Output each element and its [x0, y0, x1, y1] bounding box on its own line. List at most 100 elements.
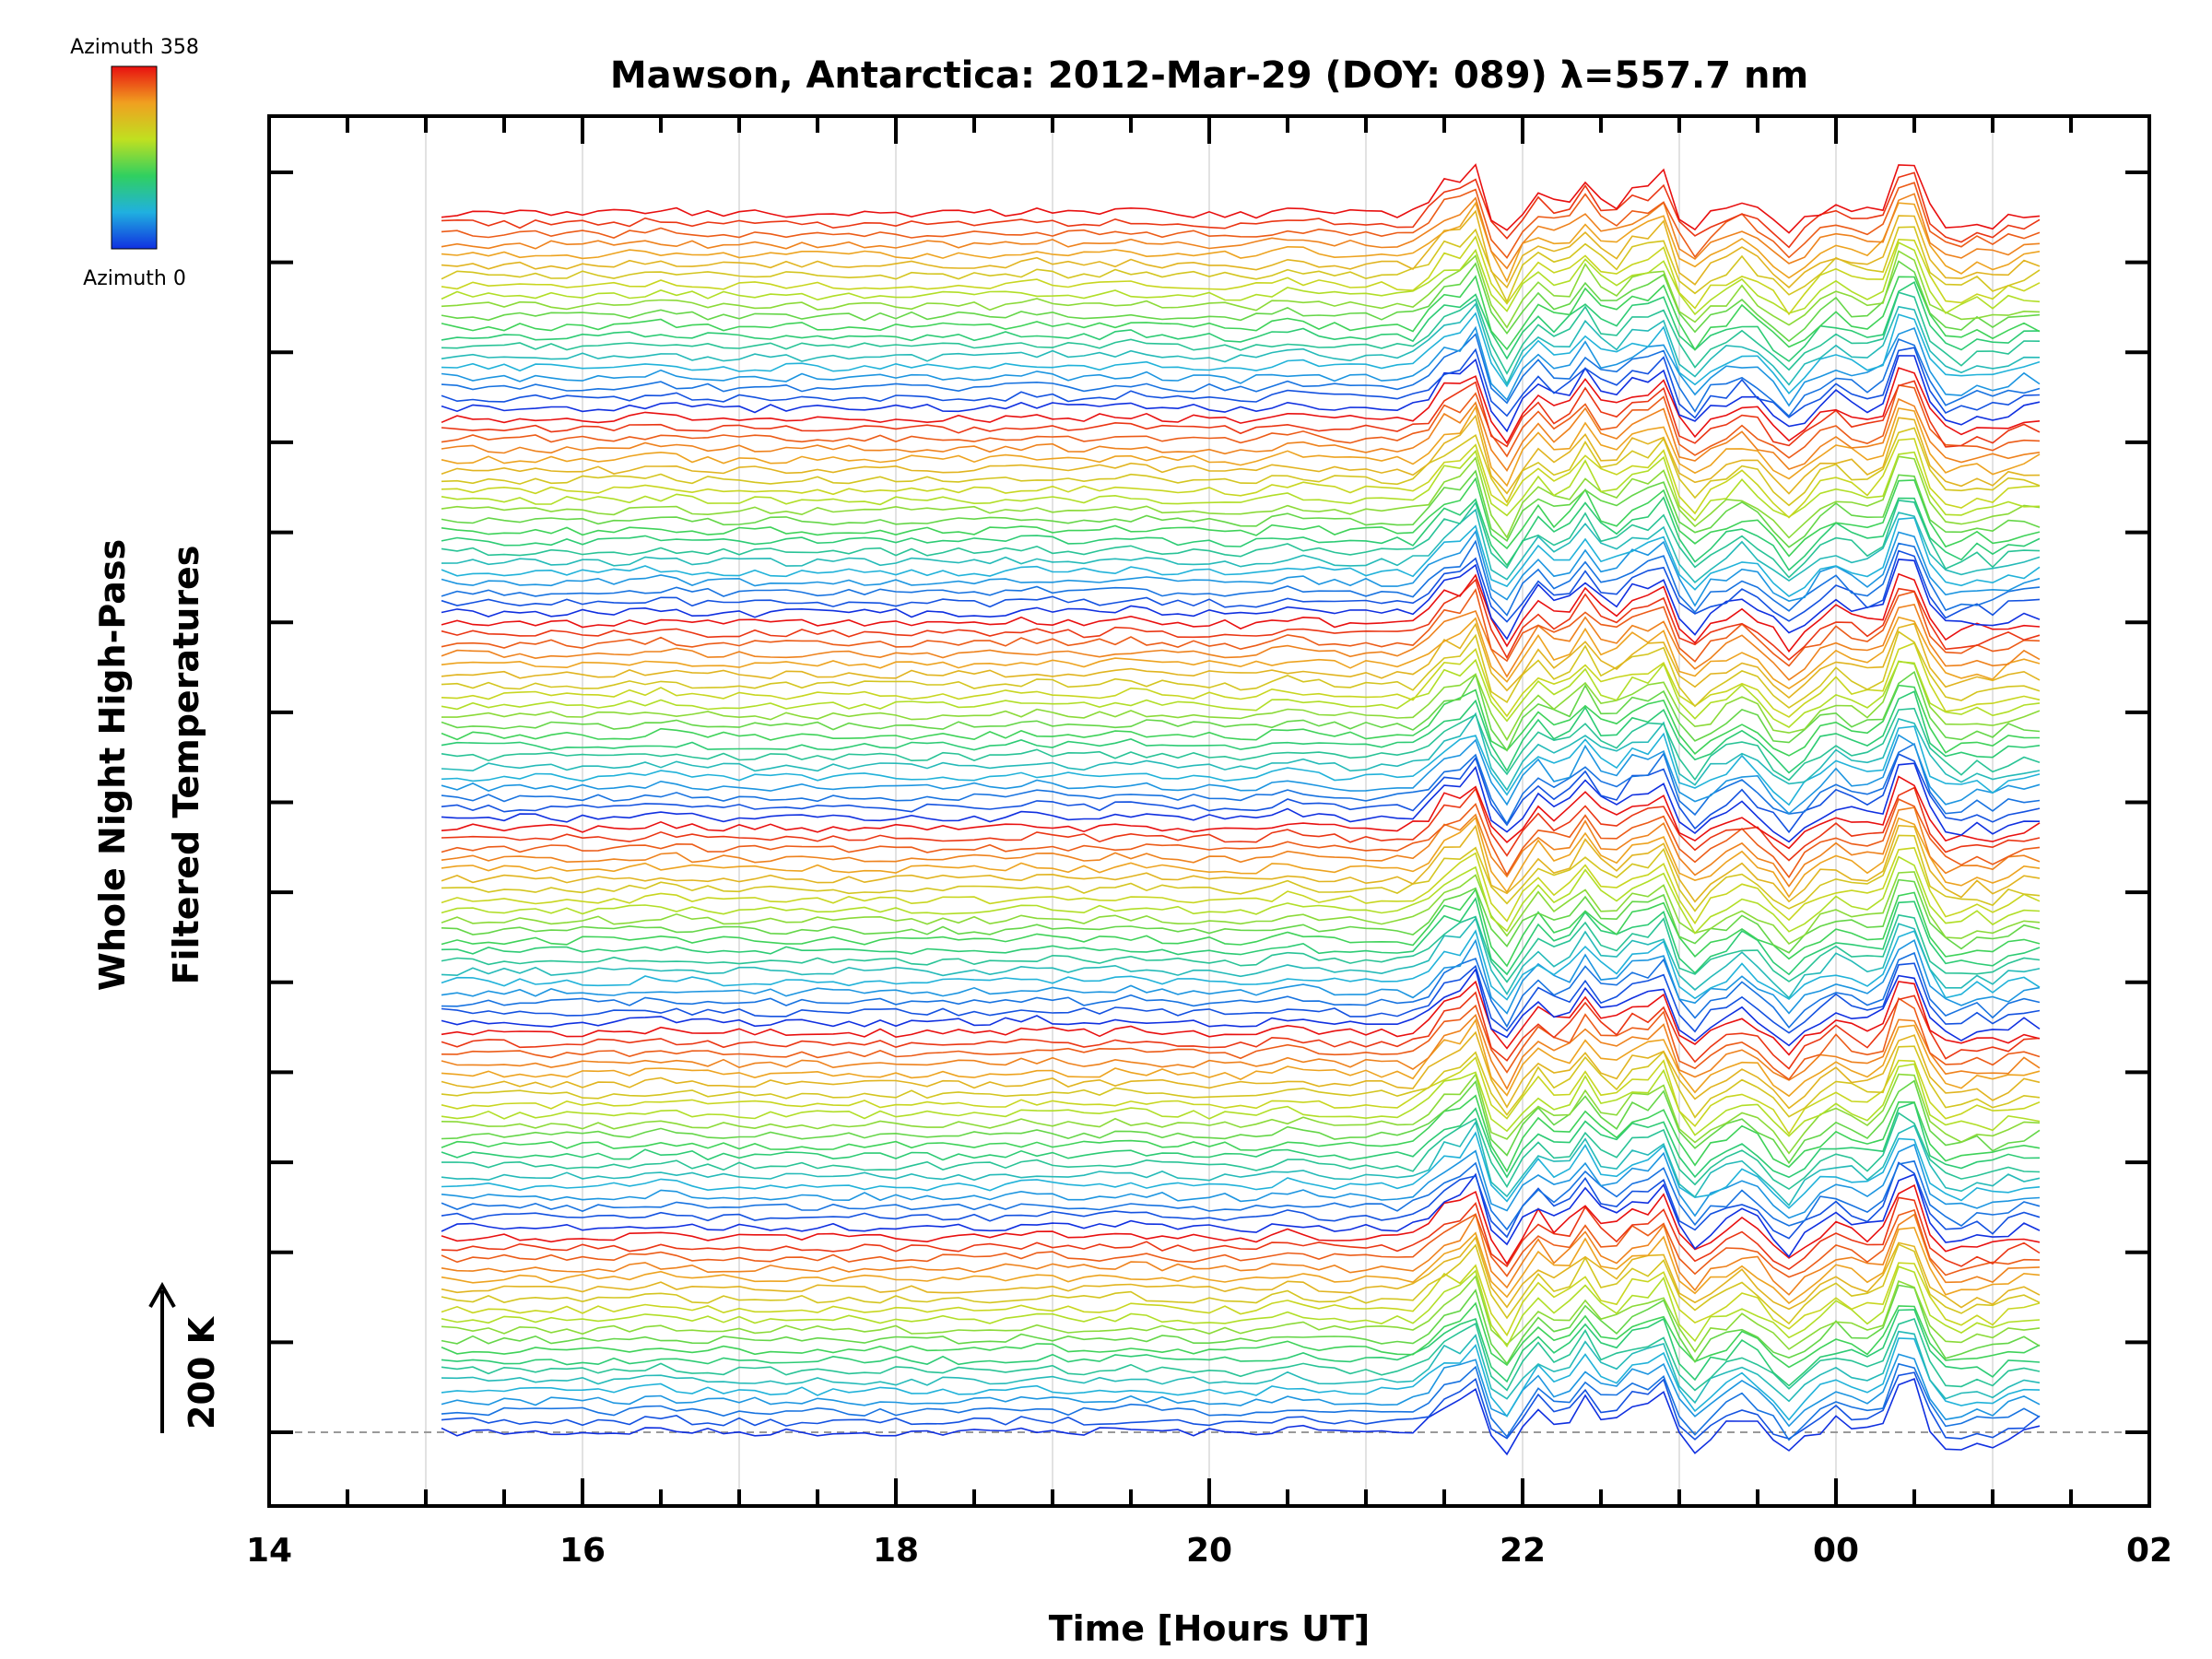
trace-line [441, 1159, 2041, 1231]
trace-line [441, 630, 2041, 709]
trace-line [441, 508, 2041, 584]
trace-line [441, 380, 2041, 448]
trace-line [441, 962, 2041, 1034]
x-tick-label: 20 [1186, 1532, 1232, 1570]
trace-line [441, 712, 2041, 792]
trace-line [441, 1172, 2041, 1258]
trace-line [441, 578, 2041, 661]
trace-line [441, 951, 2041, 1030]
trace-line [441, 1143, 2041, 1219]
trace-line [441, 355, 2041, 433]
trace-line [441, 1131, 2041, 1209]
x-tick-label: 22 [1500, 1532, 1546, 1570]
trace-line [441, 871, 2041, 946]
trace-line [441, 742, 2041, 826]
trace-line [441, 1063, 2041, 1137]
trace-line [441, 397, 2041, 472]
trace-line [441, 1275, 2041, 1353]
trace-line [441, 1243, 2041, 1325]
trace-line [441, 171, 2041, 249]
trace-line [441, 996, 2041, 1081]
trace-line [441, 707, 2041, 782]
trace-line [441, 929, 2041, 1001]
trace-line [441, 1161, 2041, 1240]
trace-line [441, 1371, 2041, 1441]
trace-line [441, 641, 2041, 718]
trace-line [441, 658, 2041, 728]
trace-line [441, 449, 2041, 522]
trace-line [441, 347, 2041, 419]
trace-line [441, 1309, 2041, 1387]
trace-line [441, 622, 2041, 700]
colorbar-legend: Azimuth 358 Azimuth 0 [70, 36, 199, 290]
trace-line [441, 913, 2041, 983]
x-ticks: 14 16 18 20 22 00 02 [246, 116, 2172, 1570]
trace-line [441, 991, 2041, 1070]
trace-line [441, 762, 2041, 843]
trace-line [441, 312, 2041, 395]
trace-line [441, 1330, 2041, 1405]
trace-line [441, 878, 2041, 954]
trace-line [441, 1072, 2041, 1155]
trace-line [441, 529, 2041, 607]
trace-line [441, 1262, 2041, 1337]
trace-line [441, 477, 2041, 558]
trace-line [441, 1120, 2041, 1206]
scale-bar-arrowhead [148, 1281, 176, 1308]
trace-line [441, 684, 2041, 757]
trace-line [441, 1013, 2041, 1091]
trace-line [441, 816, 2041, 899]
x-axis-title: Time [Hours UT] [1049, 1608, 1371, 1649]
trace-line [441, 281, 2041, 362]
trace-line [441, 1112, 2041, 1191]
trace-line [441, 798, 2041, 879]
trace-line [441, 333, 2041, 418]
trace-line [441, 1337, 2041, 1421]
trace-line [441, 967, 2041, 1047]
trace-line [441, 1183, 2041, 1265]
trace-line [441, 1045, 2041, 1119]
scale-bar: 200 K [148, 1281, 222, 1433]
trace-line [441, 275, 2041, 351]
trace-line [441, 660, 2041, 742]
trace-line [441, 1227, 2041, 1304]
trace-line [441, 572, 2041, 653]
trace-line [441, 235, 2041, 316]
trace-line [441, 806, 2041, 888]
trace-line [441, 1353, 2041, 1428]
trace-line [441, 201, 2041, 283]
trace-line [441, 1284, 2041, 1365]
trace-line [441, 734, 2041, 815]
trace-line [441, 855, 2041, 935]
trace-line [441, 1094, 2041, 1173]
trace-line [441, 1208, 2041, 1278]
trace-line [441, 1265, 2041, 1348]
trace-line [441, 469, 2041, 548]
trace-line [441, 250, 2041, 329]
trace-line [441, 1196, 2041, 1271]
trace-line [441, 1301, 2041, 1369]
trace-line [441, 1317, 2041, 1392]
trace-line [441, 182, 2041, 260]
trace-line [441, 847, 2041, 925]
y-ticks [269, 171, 2149, 1434]
trace-line [441, 325, 2041, 407]
trace-line [441, 938, 2041, 1015]
trace-line [441, 1212, 2041, 1296]
trace-line [441, 1101, 2041, 1179]
trace-line [441, 616, 2041, 690]
trace-line [441, 725, 2041, 806]
trace-line [441, 549, 2041, 623]
y-axis-title-line2: Filtered Temperatures [166, 546, 206, 985]
trace-line [441, 834, 2041, 912]
colorbar-top-label: Azimuth 358 [70, 36, 199, 59]
trace-line [441, 383, 2041, 459]
trace-line [441, 260, 2041, 343]
trace-line [441, 824, 2041, 903]
trace-line [441, 753, 2041, 834]
trace-line [441, 438, 2041, 519]
trace-line [441, 587, 2041, 667]
trace-line [441, 500, 2041, 579]
trace-line [441, 1056, 2041, 1135]
